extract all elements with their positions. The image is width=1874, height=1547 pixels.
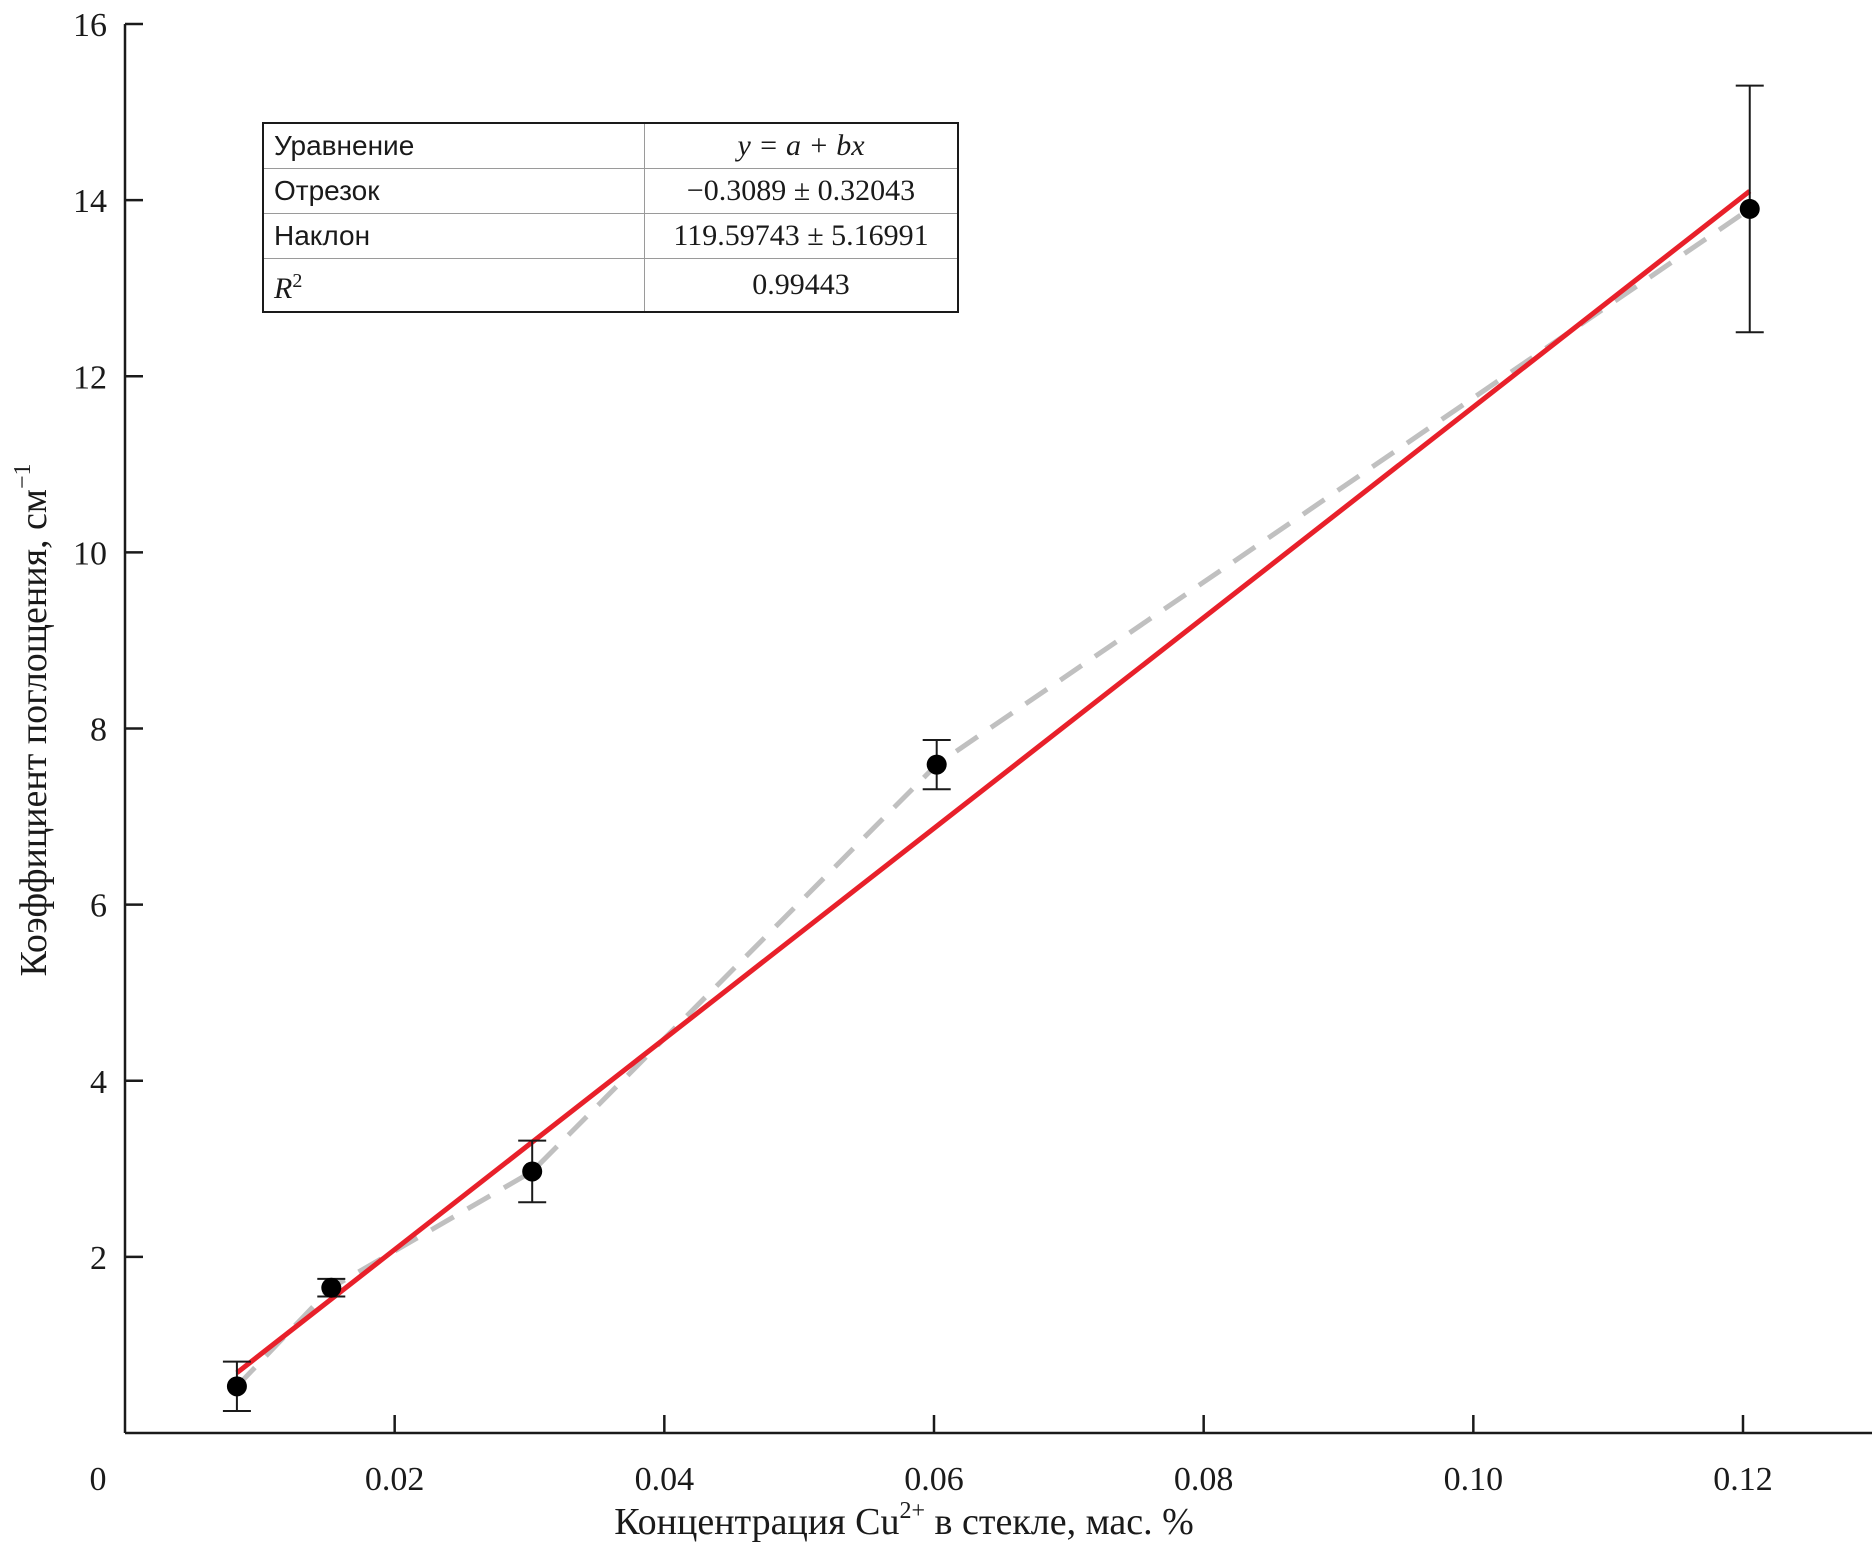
table-row: Отрезок −0.3089 ± 0.32043 [263,168,958,214]
y-axis-title: Коэффициент поглощения, см−1 [10,463,55,976]
intercept-value: −0.3089 ± 0.32043 [644,168,958,214]
y-tick-label: 16 [73,7,107,44]
r2-label: R2 [263,258,645,312]
y-axis-title-sup: −1 [10,463,36,489]
r2-symbol: R2 [274,270,303,305]
x-tick-label: 0.02 [365,1461,425,1498]
x-tick-label: 0.10 [1444,1461,1504,1498]
data-point [226,1376,247,1397]
r2-value: 0.99443 [644,258,958,312]
r2-sup: 2 [292,270,303,292]
data-point [522,1161,543,1182]
slope-value: 119.59743 ± 5.16991 [644,213,958,259]
x-axis-title-sup: 2+ [899,1498,925,1524]
x-tick-label: 0.08 [1174,1461,1234,1498]
x-tick-label: 0.04 [635,1461,695,1498]
x-axis-title-suffix: в стекле, мас. % [925,1501,1194,1543]
x-axis-title-main: Концентрация Cu [614,1501,899,1543]
y-tick-label: 2 [90,1240,107,1277]
y-tick-label: 10 [73,535,107,572]
r2-letter: R [274,272,293,305]
data-point [926,754,947,775]
y-tick-label: 6 [90,888,107,925]
table-row: R2 0.99443 [263,258,958,312]
y-tick-label: 8 [90,712,107,749]
data-points [226,198,1760,1397]
dashed-connect-line [235,206,1752,1389]
x-tick-label: 0.12 [1713,1461,1773,1498]
y-tick-label: 4 [90,1064,107,1101]
fit-line [235,189,1752,1375]
y-tick-label: 12 [73,359,107,396]
origin-label: 0 [90,1461,107,1498]
data-point [321,1277,342,1298]
axes: 0.02 0.04 0.06 0.08 0.10 0.12 2 4 6 8 10 12 14 16 0 [73,7,1872,1498]
x-tick-label: 0.06 [904,1461,964,1498]
table-row: Уравнение y = a + bx [263,123,958,169]
y-axis-title-main: Коэффициент поглощения, см [13,489,55,977]
y-ticks: 2 4 6 8 10 12 14 16 [73,7,143,1277]
intercept-label: Отрезок [263,168,645,214]
data-point [1739,198,1760,219]
fit-results-table: Уравнение y = a + bx Отрезок −0.3089 ± 0… [262,122,959,313]
slope-label: Наклон [263,213,645,259]
x-ticks: 0.02 0.04 0.06 0.08 0.10 0.12 [365,1415,1773,1498]
y-tick-label: 14 [73,183,107,220]
table-row: Наклон 119.59743 ± 5.16991 [263,213,958,259]
equation-value: y = a + bx [644,123,958,169]
x-axis-title: Концентрация Cu2+ в стекле, мас. % [614,1498,1194,1543]
equation-label: Уравнение [263,123,645,169]
